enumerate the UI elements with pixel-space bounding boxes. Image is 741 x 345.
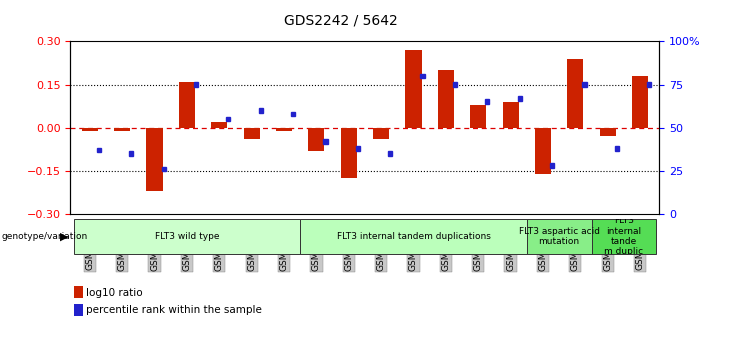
Bar — [405, 50, 422, 128]
Bar — [82, 128, 98, 130]
Bar — [517, 96, 522, 101]
Bar — [308, 128, 325, 151]
Text: FLT3
internal
tande
m duplic: FLT3 internal tande m duplic — [605, 216, 643, 256]
Bar — [502, 102, 519, 128]
Bar — [259, 108, 263, 113]
Bar — [162, 167, 166, 171]
Bar — [582, 82, 586, 87]
Bar — [300, 219, 527, 254]
Bar — [591, 219, 657, 254]
Text: FLT3 wild type: FLT3 wild type — [155, 232, 219, 241]
Bar — [114, 128, 130, 130]
Bar — [97, 148, 101, 152]
Bar — [599, 128, 616, 136]
Bar — [341, 128, 357, 178]
Text: ▶: ▶ — [61, 231, 69, 241]
Bar — [615, 146, 619, 151]
Bar — [647, 82, 651, 87]
Bar — [73, 219, 300, 254]
Bar — [244, 128, 260, 139]
Bar — [356, 146, 360, 151]
Bar — [323, 139, 328, 144]
Bar — [179, 82, 195, 128]
Bar — [470, 105, 486, 128]
Text: FLT3 aspartic acid
mutation: FLT3 aspartic acid mutation — [519, 227, 599, 246]
Bar — [438, 70, 454, 128]
Bar — [420, 73, 425, 78]
Text: GDS2242 / 5642: GDS2242 / 5642 — [284, 14, 398, 28]
Bar — [291, 111, 295, 116]
Bar — [632, 76, 648, 128]
Text: FLT3 internal tandem duplications: FLT3 internal tandem duplications — [336, 232, 491, 241]
Bar — [276, 128, 292, 130]
Bar — [568, 59, 583, 128]
Text: log10 ratio: log10 ratio — [86, 288, 142, 297]
Bar — [129, 151, 133, 156]
Bar — [211, 122, 227, 128]
Text: percentile rank within the sample: percentile rank within the sample — [86, 305, 262, 315]
Bar — [194, 82, 198, 87]
Bar — [535, 128, 551, 174]
Bar — [373, 128, 389, 139]
Bar — [226, 117, 230, 121]
Bar — [527, 219, 591, 254]
Text: genotype/variation: genotype/variation — [1, 232, 87, 241]
Bar — [485, 99, 489, 104]
Bar — [453, 82, 457, 87]
Bar — [147, 128, 162, 191]
Bar — [388, 151, 392, 156]
Bar — [550, 163, 554, 168]
